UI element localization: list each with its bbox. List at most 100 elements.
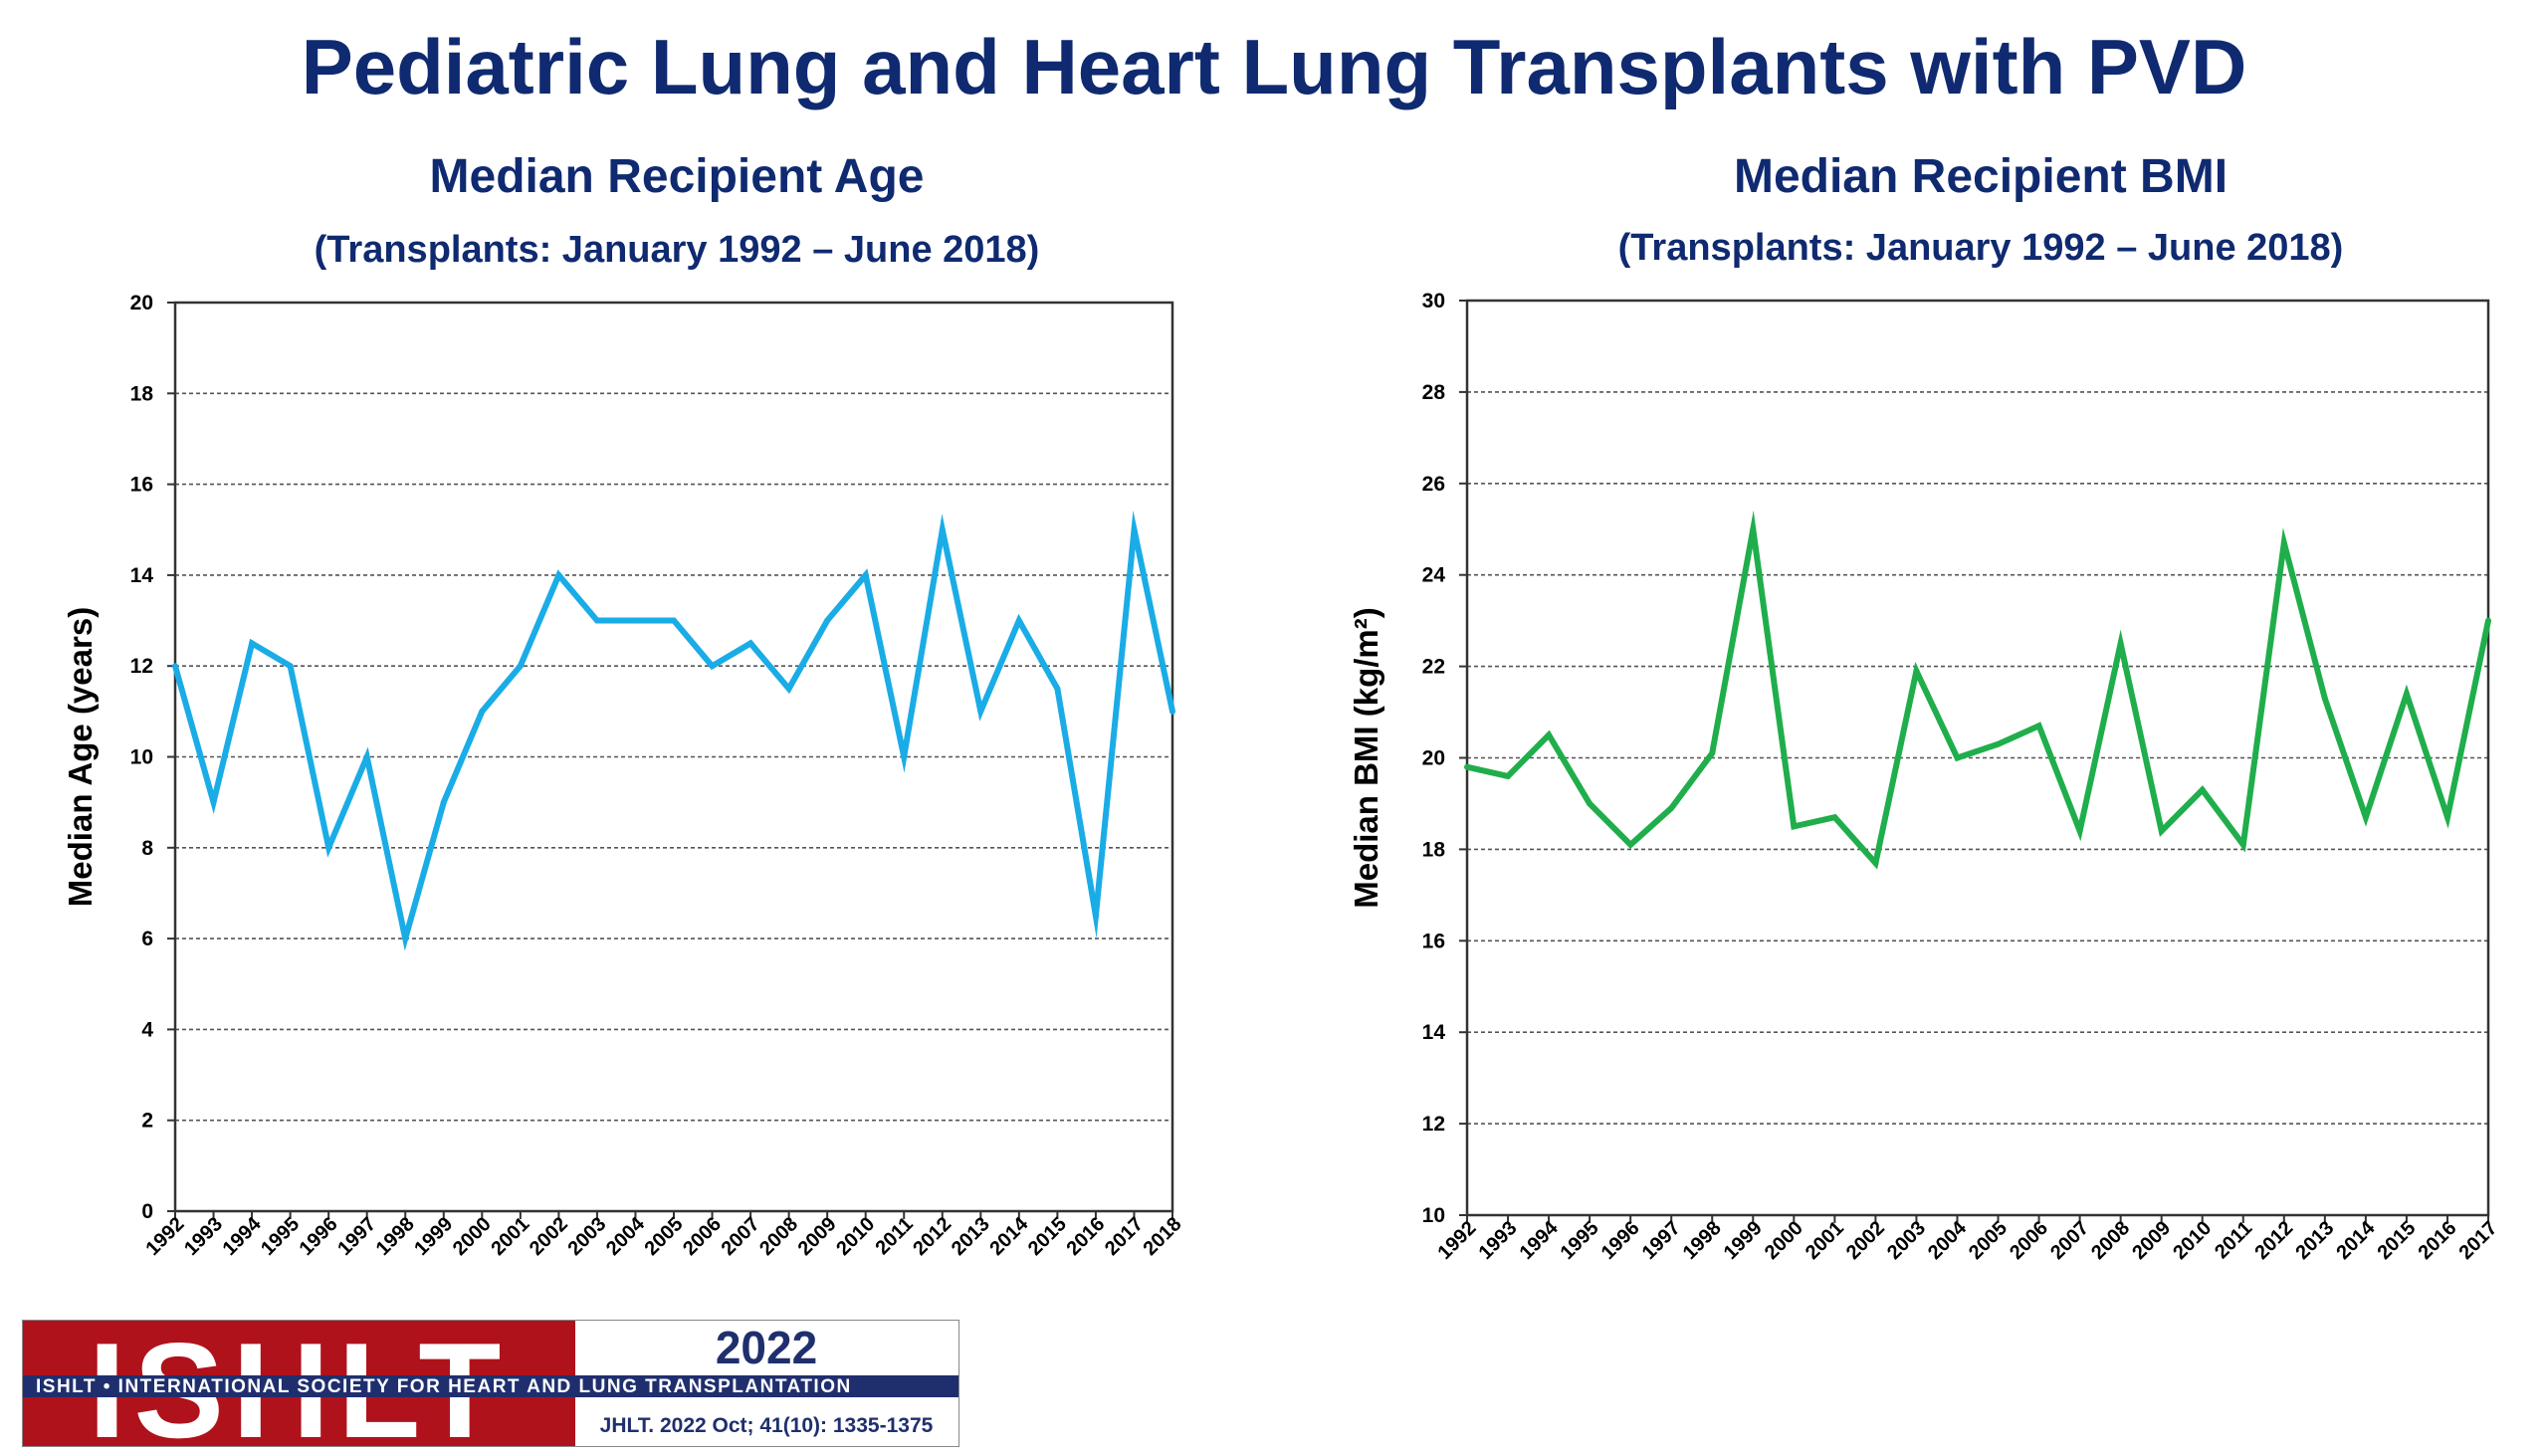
data-point	[593, 617, 600, 624]
data-point	[2485, 617, 2491, 624]
x-tick-label: 1996	[296, 1213, 342, 1260]
data-point	[402, 936, 409, 942]
data-point	[901, 753, 908, 760]
y-tick-label: 10	[130, 746, 153, 769]
x-tick-label: 2012	[2250, 1217, 2297, 1264]
x-tick-label: 2009	[2128, 1217, 2175, 1264]
logo-band	[23, 1375, 958, 1397]
x-tick-label: 1996	[1597, 1217, 1644, 1264]
data-point	[2321, 695, 2328, 702]
y-tick-label: 12	[1422, 1113, 1445, 1136]
x-tick-label: 2000	[449, 1213, 496, 1260]
x-tick-label: 2018	[1140, 1213, 1186, 1260]
x-tick-label: 2001	[1802, 1217, 1848, 1264]
y-axis-label: Median Age (years)	[62, 607, 99, 907]
data-point	[1750, 525, 1757, 532]
data-point	[1709, 749, 1716, 756]
x-tick-label: 1998	[372, 1213, 419, 1260]
x-tick-label: 1994	[219, 1212, 267, 1260]
x-tick-label: 2011	[2211, 1217, 2256, 1263]
x-tick-label: 2014	[985, 1212, 1033, 1260]
x-tick-label: 1995	[257, 1213, 304, 1260]
x-tick-label: 1993	[180, 1213, 227, 1260]
data-point	[363, 753, 370, 760]
x-tick-label: 1998	[1679, 1217, 1726, 1264]
x-tick-label: 2007	[2046, 1217, 2093, 1264]
x-tick-label: 2015	[2373, 1217, 2420, 1264]
data-point	[287, 663, 294, 670]
y-tick-label: 0	[141, 1200, 153, 1223]
data-point	[2362, 814, 2369, 821]
x-tick-label: 2016	[2414, 1217, 2460, 1264]
data-point	[977, 708, 984, 715]
x-tick-label: 2006	[679, 1213, 726, 1260]
x-tick-label: 1994	[1516, 1216, 1564, 1264]
x-tick-label: 2002	[1842, 1217, 1889, 1264]
x-tick-label: 2013	[2291, 1217, 2338, 1264]
x-tick-label: 2008	[2087, 1217, 2134, 1264]
data-point	[632, 617, 639, 624]
y-tick-label: 6	[141, 928, 153, 950]
x-tick-label: 1995	[1557, 1217, 1603, 1264]
data-point	[785, 686, 792, 693]
y-tick-label: 16	[1422, 930, 1445, 952]
y-tick-label: 26	[1422, 473, 1445, 496]
data-point	[1587, 800, 1593, 807]
x-tick-label: 2009	[794, 1213, 841, 1260]
data-point	[1546, 731, 1553, 738]
data-point	[1092, 913, 1099, 920]
data-point	[671, 617, 677, 624]
data-point	[1131, 526, 1138, 533]
data-point	[1668, 805, 1675, 812]
logo-citation: JHLT. 2022 Oct; 41(10): 1335-1375	[600, 1414, 934, 1437]
data-point	[1015, 617, 1022, 624]
x-tick-label: 2002	[526, 1213, 572, 1260]
x-tick-label: 2003	[1883, 1217, 1930, 1264]
data-point	[1054, 686, 1061, 693]
data-point	[2443, 814, 2450, 821]
y-tick-label: 20	[130, 292, 153, 314]
ishlt-logo-graphic: ISHLT ISHLT • INTERNATIONAL SOCIETY FOR …	[21, 1315, 960, 1456]
data-point	[1831, 814, 1838, 821]
data-point	[1505, 772, 1512, 779]
y-axis-label: Median BMI (kg/m²)	[1348, 607, 1384, 909]
data-point	[172, 663, 178, 670]
data-point	[440, 799, 447, 806]
x-tick-label: 2012	[909, 1213, 956, 1260]
data-point	[1872, 860, 1879, 867]
x-tick-label: 2017	[2455, 1217, 2502, 1264]
y-tick-label: 10	[1422, 1204, 1445, 1227]
x-tick-label: 2015	[1024, 1213, 1071, 1260]
data-point	[2239, 841, 2246, 848]
ishlt-logo: ISHLT ISHLT • INTERNATIONAL SOCIETY FOR …	[21, 1315, 960, 1456]
data-point	[862, 571, 869, 578]
data-point	[555, 571, 562, 578]
x-tick-label: 1997	[333, 1213, 380, 1260]
chart-title-age: Median Recipient Age	[429, 150, 925, 203]
data-point	[210, 799, 217, 806]
data-point	[1169, 708, 1175, 715]
logo-band-text: ISHLT • INTERNATIONAL SOCIETY FOR HEART …	[36, 1376, 852, 1397]
plot-frame	[1465, 299, 2490, 1217]
y-tick-label: 28	[1422, 381, 1446, 404]
data-point	[2280, 539, 2287, 546]
data-point	[1464, 763, 1470, 770]
data-point	[2199, 786, 2206, 793]
y-tick-label: 18	[1422, 838, 1446, 861]
y-tick-label: 30	[1422, 290, 1445, 312]
x-tick-label: 2003	[563, 1213, 610, 1260]
age-line-chart: 0246810121416182019921993199419951996199…	[62, 292, 1186, 1260]
x-tick-label: 2004	[1924, 1216, 1972, 1264]
series-line	[1466, 510, 2491, 870]
y-tick-label: 22	[1422, 656, 1445, 679]
x-tick-label: 2000	[1761, 1217, 1807, 1264]
y-tick-label: 14	[130, 564, 154, 587]
data-point	[747, 640, 754, 647]
data-point	[2076, 828, 2083, 835]
x-tick-label: 2008	[755, 1213, 802, 1260]
data-point	[1913, 668, 1920, 675]
data-point	[2403, 691, 2410, 698]
x-tick-label: 2007	[718, 1213, 764, 1260]
y-tick-label: 2	[141, 1110, 153, 1133]
x-tick-label: 1993	[1475, 1217, 1522, 1264]
